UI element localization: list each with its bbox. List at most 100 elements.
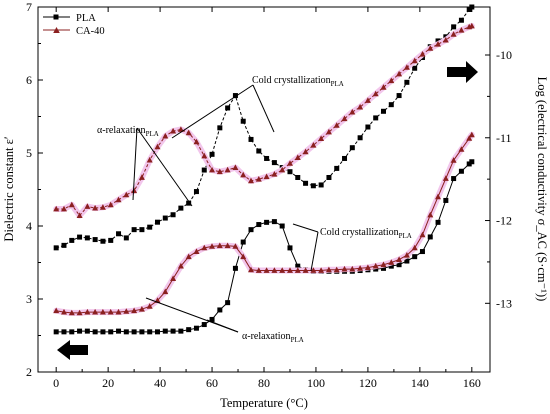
series-line-ca40-right (56, 25, 472, 217)
x-tick-label: 80 (258, 376, 270, 390)
left-y-axis-ticks: 2 3 4 5 6 7 (26, 0, 43, 379)
data-point-pla-right (61, 242, 67, 248)
data-point-ca40-right (255, 176, 262, 182)
annotation-pointers (132, 84, 319, 333)
data-point-pla-right (412, 65, 418, 71)
data-point-pla-right (123, 235, 129, 241)
data-point-ca40-left (318, 267, 325, 273)
data-point-ca40-right (185, 129, 192, 136)
x-tick-label: 120 (359, 376, 377, 390)
data-point-ca40-right (442, 36, 449, 43)
data-point-pla-left (201, 322, 207, 328)
data-point-ca40-right (364, 97, 371, 103)
data-point-ca40-left (357, 265, 364, 271)
data-point-ca40-left (468, 131, 475, 138)
annotation-alpha-relaxation-top: α-relaxationPLA (97, 125, 159, 138)
data-point-ca40-left (232, 243, 239, 249)
data-point-pla-left (178, 328, 184, 334)
series-halo-ca40-right (53, 23, 475, 219)
data-point-ca40-right (279, 166, 286, 173)
data-point-pla-left (404, 258, 410, 264)
data-point-pla-right (147, 224, 153, 230)
data-point-pla-right (92, 237, 98, 243)
data-point-pla-left (131, 329, 137, 335)
data-point-pla-left (69, 329, 75, 335)
data-point-pla-right (209, 151, 215, 157)
data-point-ca40-left (419, 231, 426, 238)
data-point-ca40-left (388, 259, 395, 265)
pointer-cold-crystallization-mid (292, 223, 319, 233)
data-point-pla-left (396, 262, 402, 268)
data-point-pla-right (69, 237, 75, 243)
y-right-tick-label: -11 (496, 131, 512, 145)
data-point-ca40-left (294, 267, 301, 273)
data-point-pla-right (217, 125, 223, 131)
data-point-ca40-left (209, 243, 215, 249)
data-point-pla-right (326, 174, 332, 180)
data-point-ca40-right (450, 31, 457, 37)
data-point-pla-left (279, 223, 285, 229)
data-point-ca40-right (209, 166, 215, 173)
y-right-tick-label: -10 (496, 48, 512, 62)
data-point-ca40-right (232, 164, 239, 170)
data-point-pla-left (92, 329, 98, 335)
arrow-left-axis-icon (57, 340, 88, 360)
data-point-ca40-left (177, 262, 184, 269)
data-point-pla-right (342, 155, 348, 161)
pointer-cold-crystallization-top (252, 84, 275, 133)
data-point-pla-right (451, 24, 457, 30)
data-point-ca40-right (458, 27, 465, 33)
data-point-ca40-left (302, 267, 309, 273)
legend-marker-pla (53, 14, 59, 20)
x-axis-title: Temperature (°C) (220, 396, 308, 410)
data-point-ca40-right (357, 103, 364, 110)
data-point-pla-right (139, 227, 145, 233)
pointer-alpha-relaxation-top (136, 127, 193, 207)
data-point-ca40-left (216, 242, 223, 249)
data-point-pla-right (365, 124, 371, 130)
data-point-ca40-right (341, 115, 348, 122)
data-point-pla-left (193, 325, 199, 331)
data-point-pla-right (349, 145, 355, 151)
data-point-ca40-right (53, 205, 60, 212)
data-point-ca40-left (341, 265, 348, 272)
data-point-pla-right (178, 205, 184, 211)
data-point-pla-right (170, 212, 176, 218)
data-point-pla-right (154, 219, 160, 225)
data-point-pla-right (131, 227, 137, 233)
legend: PLA CA-40 (43, 13, 105, 37)
data-point-pla-left (264, 219, 270, 225)
series-line-ca40-left (56, 134, 473, 314)
y-left-tick-label: 4 (26, 219, 32, 233)
y-left-tick-label: 7 (26, 0, 32, 14)
data-point-ca40-right (325, 128, 332, 135)
data-point-ca40-left (364, 264, 371, 270)
data-point-ca40-right (248, 177, 254, 184)
data-point-pla-right (373, 115, 379, 121)
data-point-ca40-right (92, 204, 99, 211)
data-point-pla-left (240, 239, 246, 245)
data-point-ca40-right (302, 148, 309, 155)
data-point-pla-right (458, 17, 464, 23)
data-point-pla-right (256, 148, 262, 154)
data-point-ca40-right (61, 205, 67, 212)
data-point-ca40-left (92, 308, 99, 315)
data-point-ca40-right (349, 108, 356, 115)
data-point-ca40-right (468, 22, 475, 29)
data-point-ca40-right (154, 143, 161, 150)
data-point-ca40-left (123, 308, 130, 314)
data-point-ca40-left (435, 193, 441, 200)
series-halo-ca40-left (53, 131, 475, 316)
data-point-ca40-right (76, 212, 83, 218)
annotation-cold-crystallization-mid: Cold crystallizationPLA (320, 227, 412, 240)
data-point-pla-right (271, 160, 277, 166)
arrow-right-axis-icon (447, 61, 478, 83)
data-point-pla-left (108, 329, 114, 335)
y-right-tick-label: -12 (496, 214, 512, 228)
data-point-pla-left (248, 227, 254, 233)
data-point-pla-left (100, 329, 106, 335)
x-tick-label: 40 (154, 376, 166, 390)
data-point-ca40-right (146, 156, 153, 163)
data-point-pla-right (108, 237, 114, 243)
